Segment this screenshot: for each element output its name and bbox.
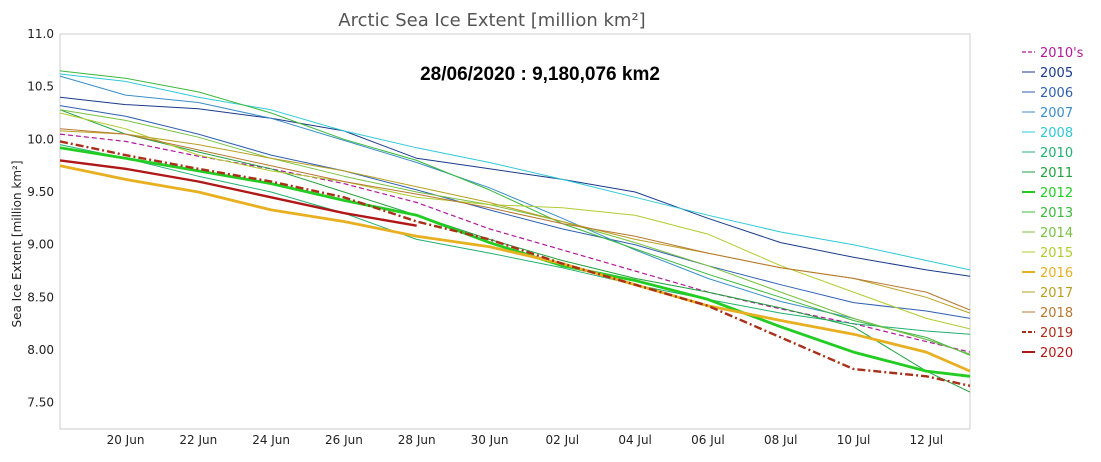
legend-label: 2016 bbox=[1040, 266, 1073, 281]
series-line-2020 bbox=[59, 159, 417, 227]
y-axis-ticks: 7.50 8.00 8.50 9.00 9.50 10.0 10.5 11.0 bbox=[27, 27, 54, 410]
y-tick-label: 9.50 bbox=[27, 185, 54, 199]
x-tick-label: 28 Jun bbox=[398, 433, 436, 447]
y-tick-label: 9.00 bbox=[27, 238, 54, 252]
legend-label: 2010 bbox=[1040, 146, 1073, 161]
series-line-2007 bbox=[59, 75, 971, 355]
x-tick-label: 08 Jul bbox=[764, 433, 798, 447]
series-line-2010s bbox=[59, 133, 971, 353]
legend-label: 2008 bbox=[1040, 126, 1073, 141]
x-axis-ticks: 20 Jun 22 Jun 24 Jun 26 Jun 28 Jun 30 Jun 02 J… bbox=[107, 433, 944, 447]
x-tick-label: 04 Jul bbox=[618, 433, 652, 447]
legend-label: 2006 bbox=[1040, 86, 1073, 101]
y-tick-label: 7.50 bbox=[27, 396, 54, 410]
legend-label: 2018 bbox=[1040, 306, 1073, 321]
x-tick-label: 26 Jun bbox=[325, 433, 363, 447]
x-tick-label: 12 Jul bbox=[910, 433, 944, 447]
series-line-2016 bbox=[59, 164, 971, 373]
legend-label: 2020 bbox=[1040, 346, 1073, 361]
x-tick-label: 02 Jul bbox=[546, 433, 580, 447]
series-line-2010 bbox=[59, 144, 971, 335]
series-line-2008 bbox=[59, 73, 971, 271]
legend-label: 2013 bbox=[1040, 206, 1073, 221]
y-tick-label: 10.0 bbox=[27, 132, 54, 146]
legend-label: 2017 bbox=[1040, 286, 1073, 301]
y-tick-label: 8.00 bbox=[27, 343, 54, 357]
plot-background bbox=[59, 33, 971, 430]
x-tick-label: 22 Jun bbox=[179, 433, 217, 447]
plot-area bbox=[59, 33, 971, 430]
legend-label: 2007 bbox=[1040, 106, 1073, 121]
x-tick-label: 20 Jun bbox=[107, 433, 145, 447]
date-annotation: 28/06/2020 : 9,180,076 km2 bbox=[420, 64, 660, 85]
series-line-2006 bbox=[59, 105, 971, 319]
series-line-2014 bbox=[59, 109, 971, 355]
legend-label: 2005 bbox=[1040, 66, 1073, 81]
series-line-2018 bbox=[59, 128, 971, 311]
legend-label: 2010's bbox=[1040, 46, 1084, 61]
y-tick-label: 8.50 bbox=[27, 290, 54, 304]
legend-label: 2011 bbox=[1040, 166, 1073, 181]
x-tick-label: 06 Jul bbox=[691, 433, 725, 447]
x-tick-label: 24 Jun bbox=[252, 433, 290, 447]
y-tick-label: 11.0 bbox=[27, 27, 54, 41]
x-tick-label: 10 Jul bbox=[837, 433, 871, 447]
y-axis-label: Sea Ice Extent [million km²] bbox=[10, 161, 24, 328]
series-line-2015 bbox=[59, 112, 971, 330]
legend-label: 2015 bbox=[1040, 246, 1073, 261]
x-tick-label: 30 Jun bbox=[471, 433, 509, 447]
legend-label: 2019 bbox=[1040, 326, 1073, 341]
series-line-2005 bbox=[59, 96, 971, 277]
y-tick-label: 10.5 bbox=[27, 80, 54, 94]
series-lines bbox=[59, 70, 971, 393]
chart-title: Arctic Sea Ice Extent [million km²] bbox=[338, 10, 645, 31]
legend: 2010's 2005 2006 2007 2008 2010 2011 2012 2013 20… bbox=[1022, 46, 1084, 361]
series-line-2013 bbox=[59, 70, 971, 356]
legend-label: 2014 bbox=[1040, 226, 1073, 241]
legend-label: 2012 bbox=[1040, 186, 1073, 201]
series-line-2011 bbox=[59, 109, 971, 393]
